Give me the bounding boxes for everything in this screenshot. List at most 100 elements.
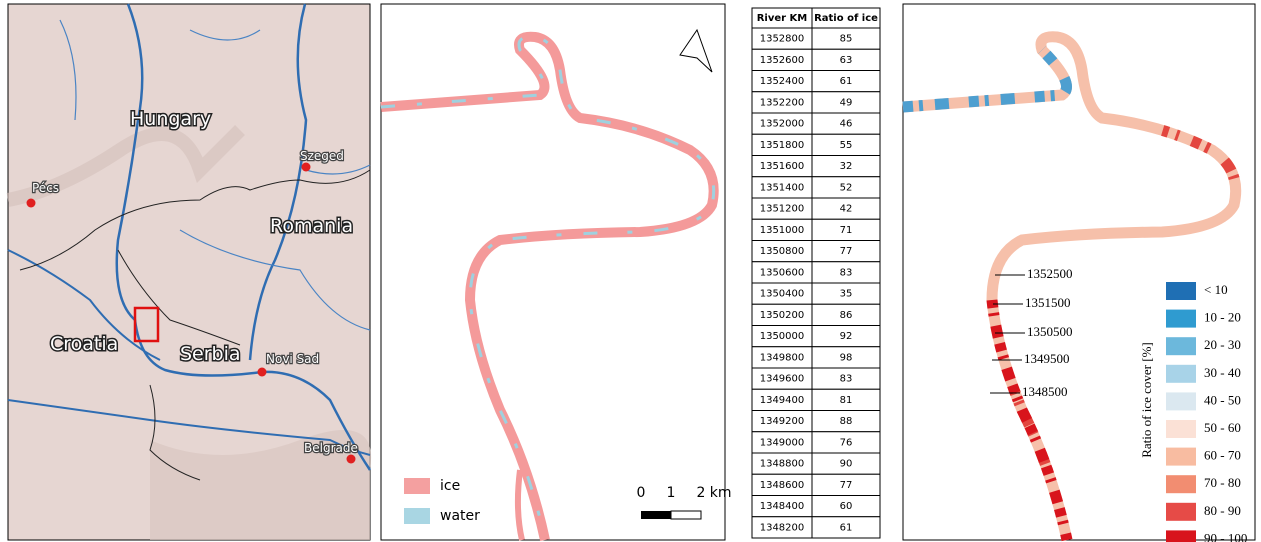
table-value: 1351800 (760, 140, 805, 151)
table-value: 1348200 (760, 522, 805, 533)
legend-label: ice (440, 478, 460, 494)
table-value: 1352400 (760, 76, 805, 87)
legend-swatch (1166, 503, 1196, 521)
table-value: 1350600 (760, 267, 805, 278)
country-label: Croatia (50, 333, 118, 355)
table-value: 77 (840, 480, 853, 491)
country-label: Serbia (180, 343, 241, 365)
country-label: Hungary (130, 108, 211, 130)
legend-label: 10 - 20 (1204, 310, 1241, 325)
legend-swatch (404, 478, 430, 494)
legend-swatch (1166, 282, 1196, 300)
legend-swatch (1166, 392, 1196, 410)
table-value: 1349800 (760, 352, 805, 363)
scale-label: 0 (637, 485, 646, 501)
legend-swatch (404, 508, 430, 524)
km-label: 1351500 (1025, 295, 1071, 310)
table-value: 1352000 (760, 119, 805, 130)
city-label: Novi Sad (266, 352, 319, 366)
table-value: 83 (840, 267, 853, 278)
table-value: 1349000 (760, 437, 805, 448)
table-value: 98 (840, 352, 853, 363)
table-value: 1351200 (760, 204, 805, 215)
km-label: 1349500 (1024, 351, 1070, 366)
table-value: 1351400 (760, 182, 805, 193)
table-value: 1350200 (760, 310, 805, 321)
table-value: 61 (840, 522, 853, 533)
scale-bar (641, 511, 671, 519)
legend-label: 30 - 40 (1204, 365, 1241, 380)
table-header: Ratio of ice (814, 13, 878, 24)
table-value: 76 (840, 437, 853, 448)
city-label: Belgrade (304, 441, 358, 455)
table-header: River KM (757, 13, 808, 24)
table-value: 83 (840, 374, 853, 385)
legend-label: water (440, 508, 480, 524)
scale-label: 1 (667, 485, 676, 501)
legend-swatch (1166, 475, 1196, 493)
table-value: 1352200 (760, 97, 805, 108)
legend-label: 20 - 30 (1204, 337, 1241, 352)
table-value: 42 (840, 204, 853, 215)
city-label: Szeged (300, 149, 344, 163)
table-value: 46 (840, 119, 853, 130)
legend-title: Ratio of ice cover [%] (1139, 342, 1154, 458)
table-value: 1349400 (760, 395, 805, 406)
scale-bar (671, 511, 701, 519)
city-dot (347, 455, 356, 464)
table-value: 92 (840, 331, 853, 342)
table-value: 86 (840, 310, 853, 321)
ice-water-map: ice water 0 1 2 km (381, 4, 732, 540)
table-value: 1352600 (760, 55, 805, 66)
table-value: 35 (840, 289, 853, 300)
table-value: 1348400 (760, 501, 805, 512)
table-value: 1350400 (760, 289, 805, 300)
legend-label: < 10 (1204, 282, 1228, 297)
table-value: 1348600 (760, 480, 805, 491)
overview-map: Hungary Romania Croatia Serbia Szeged Pé… (8, 4, 371, 540)
legend-swatch (1166, 420, 1196, 438)
legend-swatch (1166, 530, 1196, 542)
table-value: 1350800 (760, 246, 805, 257)
table-value: 61 (840, 76, 853, 87)
table-value: 49 (840, 97, 853, 108)
legend-label: 40 - 50 (1204, 392, 1241, 407)
table-value: 32 (840, 161, 853, 172)
city-dot (27, 199, 36, 208)
table-value: 55 (840, 140, 853, 151)
table-value: 88 (840, 416, 853, 427)
legend-label: 50 - 60 (1204, 420, 1241, 435)
table-value: 71 (840, 225, 853, 236)
legend-swatch (1166, 365, 1196, 383)
legend-swatch (1166, 448, 1196, 466)
legend-swatch (1166, 310, 1196, 328)
table-value: 1350000 (760, 331, 805, 342)
table-value: 60 (840, 501, 853, 512)
km-label: 1352500 (1027, 266, 1073, 281)
legend-label: 70 - 80 (1204, 475, 1241, 490)
country-label: Romania (270, 215, 353, 237)
legend-label: 90 - 100 (1204, 530, 1247, 542)
legend-label: 80 - 90 (1204, 503, 1241, 518)
km-label: 1348500 (1022, 384, 1068, 399)
ratio-map: 1352500 1351500 1350500 1349500 1348500 < 10 1… (903, 4, 1255, 542)
scale-label: 2 km (696, 485, 731, 501)
table-value: 81 (840, 395, 853, 406)
table-value: 77 (840, 246, 853, 257)
city-dot (258, 368, 267, 377)
table-value: 85 (840, 34, 853, 45)
city-dot (302, 163, 311, 172)
legend-label: 60 - 70 (1204, 448, 1241, 463)
table-value: 52 (840, 182, 853, 193)
km-label: 1350500 (1027, 324, 1073, 339)
table-value: 1349200 (760, 416, 805, 427)
city-label: Pécs (32, 181, 59, 195)
table-value: 1352800 (760, 34, 805, 45)
legend-swatch (1166, 337, 1196, 355)
table-value: 1351000 (760, 225, 805, 236)
table-value: 1351600 (760, 161, 805, 172)
table-value: 1348800 (760, 459, 805, 470)
table-value: 90 (840, 459, 853, 470)
table-value: 1349600 (760, 374, 805, 385)
